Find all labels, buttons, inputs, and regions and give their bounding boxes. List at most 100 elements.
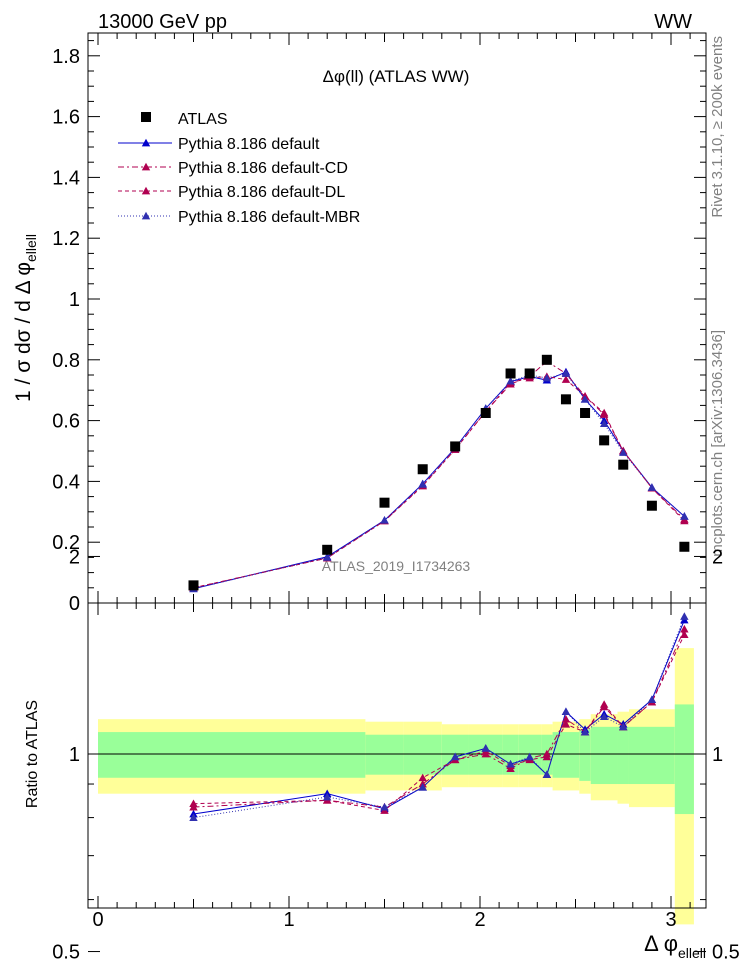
data-point-atlas xyxy=(618,459,629,470)
ratio-point-cd xyxy=(680,624,689,633)
y-tick-label: 1.2 xyxy=(52,228,80,250)
y-axis-label: 1 / σ dσ / d Δ φellell xyxy=(12,234,39,402)
data-point-atlas xyxy=(417,464,428,475)
y-tick-label: 1 xyxy=(69,289,80,311)
series-point-mbr xyxy=(561,369,571,377)
data-point-atlas xyxy=(480,408,491,418)
series-line-mbr xyxy=(193,372,685,590)
series-point-dl xyxy=(561,375,571,383)
header-energy-label: 13000 GeV pp xyxy=(98,11,227,33)
ratio-point-mbr xyxy=(189,813,198,821)
x-tick-label: 0 xyxy=(92,909,103,931)
ratio-point-mbr xyxy=(450,752,460,761)
band-inner xyxy=(365,734,404,775)
x-axis-label: Δ φellell xyxy=(644,931,706,961)
ratio-point-dl xyxy=(599,700,609,708)
data-point-atlas xyxy=(379,497,390,508)
ratio-axis-label: Ratio to ATLAS xyxy=(24,700,41,808)
ratio-frame xyxy=(87,602,707,909)
y-tick-label: 0.2 xyxy=(52,532,80,554)
series-point-mbr xyxy=(647,483,657,491)
chart-title: Δφ(ll) (ATLAS WW) xyxy=(323,67,470,86)
ratio-point-mbr xyxy=(542,770,552,779)
ratio-point-mbr xyxy=(580,727,590,736)
ratio-tick-label-left: 2 xyxy=(69,546,80,568)
ratio-point-mbr xyxy=(418,783,427,791)
legend-label-cd: Pythia 8.186 default-CD xyxy=(178,160,348,177)
ratio-point-mbr xyxy=(506,759,515,768)
series-point-dl xyxy=(599,408,609,417)
data-point-atlas xyxy=(322,544,333,555)
x-tick-label: 1 xyxy=(283,909,294,931)
y-tick-label: 0.6 xyxy=(52,411,80,433)
series-point-mbr xyxy=(619,448,628,456)
legend-label-dl: Pythia 8.186 default-DL xyxy=(178,184,345,201)
ratio-point-mbr xyxy=(525,752,534,761)
band-inner xyxy=(617,726,629,785)
band-inner xyxy=(289,732,366,778)
ratio-tick-label-left: 1 xyxy=(69,744,80,766)
data-point-atlas xyxy=(599,435,610,446)
ratio-point-mbr xyxy=(380,802,389,811)
y-tick-label: 1.8 xyxy=(52,46,80,68)
main-panel: 0 0.2 0.4 0.6 0.8 1 1.2 1.4 1.6 1.8 xyxy=(52,32,707,615)
ratio-point-mbr xyxy=(323,792,332,801)
ratio-point-mbr xyxy=(481,744,490,752)
mcplots-reference-label: mcplots.cern.ch [arXiv:1306.3436] xyxy=(709,330,726,557)
ratio-point-dl xyxy=(680,630,689,639)
ratio-tick-label-right: 0.5 xyxy=(712,942,740,964)
data-point-atlas xyxy=(646,500,657,511)
series-line-cd xyxy=(193,360,685,589)
series-point-mbr xyxy=(580,395,590,403)
band-inner xyxy=(628,726,675,785)
series-point-mbr xyxy=(680,512,689,520)
y-tick-label: 1.6 xyxy=(52,107,80,129)
data-point-atlas xyxy=(679,541,690,552)
series-line-default xyxy=(193,371,685,590)
legend-marker-atlas xyxy=(141,112,151,122)
rivet-version-label: Rivet 3.1.10, ≥ 200k events xyxy=(709,36,726,218)
ratio-line-mbr xyxy=(193,616,685,819)
band-inner xyxy=(590,726,618,785)
series-point-mbr xyxy=(380,516,389,524)
data-point-atlas xyxy=(524,368,535,379)
ratio-point-dl xyxy=(561,720,571,728)
legend-label-default: Pythia 8.186 default xyxy=(178,136,320,153)
data-point-atlas xyxy=(560,394,571,405)
series-point-mbr xyxy=(599,419,609,427)
ratio-point-dl xyxy=(418,773,427,782)
band-inner xyxy=(579,729,591,781)
data-point-atlas xyxy=(188,580,199,591)
ratio-point-mbr xyxy=(647,695,657,704)
legend-marker-cd xyxy=(141,162,151,171)
data-point-atlas xyxy=(505,368,516,379)
ratio-point-dl xyxy=(189,799,198,808)
ratio-point-mbr xyxy=(619,722,628,731)
analysis-watermark: ATLAS_2019_I1734263 xyxy=(322,558,471,574)
ratio-line-cd xyxy=(193,628,685,808)
x-tick-label: 3 xyxy=(665,909,676,931)
y-tick-label: 0.8 xyxy=(52,350,80,372)
ratio-point-mbr xyxy=(680,612,689,620)
legend-marker-default xyxy=(141,138,151,147)
y-tick-label: 0.4 xyxy=(52,471,80,493)
legend: ATLAS Pythia 8.186 default Pythia 8.186 … xyxy=(118,111,360,226)
legend-label-atlas: ATLAS xyxy=(178,111,228,128)
legend-marker-mbr xyxy=(141,211,151,220)
data-point-atlas xyxy=(541,354,552,365)
y-tick-label: 0 xyxy=(69,593,80,615)
data-point-atlas xyxy=(580,408,591,418)
band-inner xyxy=(403,734,442,775)
ratio-tick-label-left: 0.5 xyxy=(52,942,80,964)
series-point-mbr xyxy=(506,376,515,385)
series-point-dl xyxy=(680,516,689,525)
ratio-point-mbr xyxy=(599,712,609,721)
series-point-mbr xyxy=(323,553,332,561)
series-point-mbr xyxy=(542,373,552,382)
series-point-mbr xyxy=(418,480,427,488)
header-process-label: WW xyxy=(654,11,692,33)
ratio-point-mbr xyxy=(561,707,571,716)
y-tick-label: 1.4 xyxy=(52,167,80,189)
ratio-panel: 0 1 2 3 0.5 0.5 1 1 2 2 xyxy=(52,546,740,964)
